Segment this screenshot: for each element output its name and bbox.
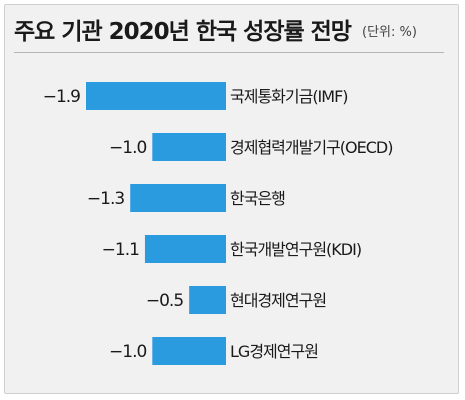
category-label-3: 한국개발연구원(KDI) [230, 240, 361, 259]
bar-4 [189, 286, 226, 314]
chart-title: 주요 기관 2020년 한국 성장률 전망 [14, 19, 352, 45]
category-label-0: 국제통화기금(IMF) [230, 87, 348, 106]
value-label-0: −1.9 [43, 87, 80, 107]
bar-1 [152, 133, 226, 161]
bar-5 [152, 337, 226, 365]
category-label-5: LG경제연구원 [230, 342, 318, 361]
value-label-1: −1.0 [109, 138, 146, 158]
bar-2 [130, 184, 226, 212]
category-label-2: 한국은행 [230, 189, 285, 208]
unit-label: (단위: %) [362, 25, 417, 40]
value-label-5: −1.0 [109, 342, 146, 362]
bar-0 [86, 82, 226, 110]
category-label-4: 현대경제연구원 [230, 291, 326, 310]
category-label-1: 경제협력개발기구(OECD) [230, 138, 392, 157]
title-divider [14, 52, 444, 53]
value-label-2: −1.3 [87, 189, 124, 209]
chart-frame [4, 4, 459, 394]
value-label-3: −1.1 [102, 240, 139, 260]
bar-3 [144, 235, 226, 263]
value-label-4: −0.5 [146, 291, 183, 311]
